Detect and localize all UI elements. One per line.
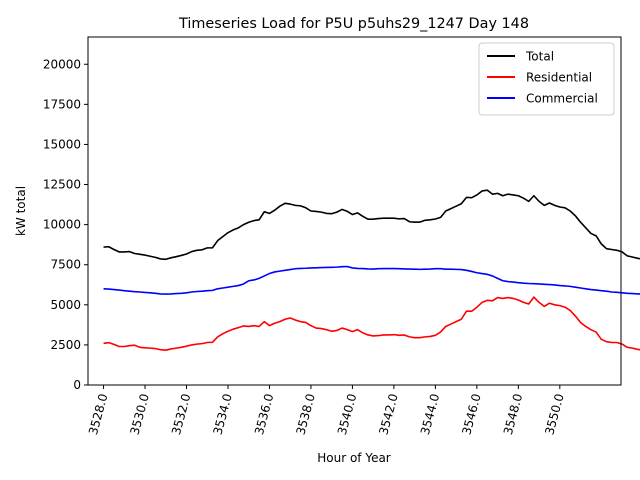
- y-axis: 0 2500 5000 7500 10000 12500 15000 17500 20000: [43, 57, 88, 392]
- x-axis-label: Hour of Year: [317, 451, 391, 465]
- y-tick-label: 2500: [50, 338, 81, 352]
- y-tick-label: 5000: [50, 298, 81, 312]
- y-tick-label: 12500: [43, 178, 81, 192]
- chart-title: Timeseries Load for P5U p5uhs29_1247 Day…: [178, 16, 529, 32]
- plot-frame: [87, 36, 622, 386]
- y-tick-label: 15000: [43, 137, 81, 151]
- legend-label-total: Total: [525, 50, 554, 64]
- series-layer: [103, 189, 640, 352]
- y-tick-label: 0: [73, 378, 81, 392]
- y-tick-label: 17500: [43, 97, 81, 111]
- series-line-total: [103, 189, 640, 261]
- y-tick-label: 20000: [43, 57, 81, 71]
- series-line-commercial: [103, 265, 640, 295]
- y-tick-label: 7500: [50, 258, 81, 272]
- legend-label-residential: Residential: [526, 71, 592, 85]
- series-line-residential: [103, 296, 640, 352]
- legend: Total Residential Commercial: [478, 42, 615, 116]
- legend-label-commercial: Commercial: [526, 92, 598, 106]
- y-tick-label: 10000: [43, 218, 81, 232]
- y-axis-label: kW total: [14, 186, 28, 236]
